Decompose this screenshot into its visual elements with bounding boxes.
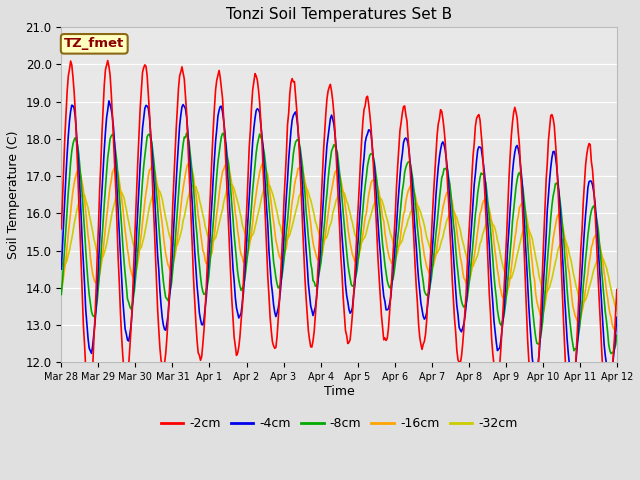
- Legend: -2cm, -4cm, -8cm, -16cm, -32cm: -2cm, -4cm, -8cm, -16cm, -32cm: [156, 412, 523, 435]
- X-axis label: Time: Time: [324, 384, 355, 397]
- Title: Tonzi Soil Temperatures Set B: Tonzi Soil Temperatures Set B: [226, 7, 452, 22]
- Y-axis label: Soil Temperature (C): Soil Temperature (C): [7, 131, 20, 259]
- Text: TZ_fmet: TZ_fmet: [64, 37, 124, 50]
